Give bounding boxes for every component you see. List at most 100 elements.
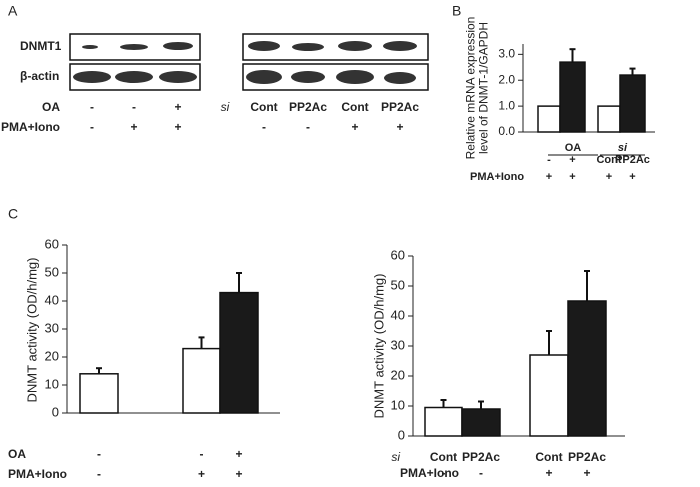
y-tick-label: 40 <box>391 307 405 322</box>
y-tick-label: 2.0 <box>498 72 515 86</box>
y-tick-label: 0 <box>398 427 405 442</box>
band <box>338 41 372 51</box>
error-bar <box>584 270 590 301</box>
condition-mark: Cont <box>430 450 457 464</box>
condition-mark: + <box>545 466 552 480</box>
condition-mark: + <box>546 171 552 183</box>
band <box>248 41 280 51</box>
condition-mark: PP2Ac <box>381 100 419 114</box>
y-tick-label: 10 <box>45 376 59 391</box>
band <box>159 71 197 83</box>
y-axis-label: Relative mRNA expression <box>464 17 478 160</box>
bar <box>619 74 646 133</box>
condition-mark: - <box>479 466 483 480</box>
bar <box>529 354 569 437</box>
condition-mark: PP2Ac <box>462 450 500 464</box>
condition-label: OA <box>42 100 60 114</box>
error-bar <box>546 330 552 355</box>
condition-mark: - <box>97 467 101 481</box>
y-tick-label: 60 <box>45 236 59 251</box>
condition-mark: + <box>583 466 590 480</box>
error-bar <box>440 399 447 408</box>
condition-label: PMA+Iono <box>470 171 524 183</box>
condition-mark: + <box>235 447 242 461</box>
error-bar <box>478 400 484 409</box>
panel-label: A <box>8 3 18 19</box>
band <box>163 42 193 50</box>
condition-mark: - <box>90 120 94 134</box>
condition-mark: PP2Ac <box>568 450 606 464</box>
bar <box>461 408 501 437</box>
band <box>246 70 282 84</box>
bar <box>597 105 621 133</box>
band <box>383 41 417 51</box>
y-axis-label: level of DNMT-1/GAPDH <box>477 22 491 154</box>
y-tick-label: 40 <box>45 292 59 307</box>
condition-mark: + <box>396 120 403 134</box>
condition-mark: Cont <box>535 450 562 464</box>
y-tick-label: 20 <box>391 367 405 382</box>
blot-panel: A DNMT1 β-actin <box>8 3 429 91</box>
blot-row-label: β-actin <box>20 69 59 83</box>
blot-row-label: DNMT1 <box>20 39 62 53</box>
group-label: OA <box>565 142 582 154</box>
error-bar <box>198 336 205 349</box>
bar <box>424 406 463 437</box>
condition-mark: - <box>132 100 136 114</box>
condition-mark: + <box>174 120 181 134</box>
y-tick-label: 30 <box>391 337 405 352</box>
condition-mark: - <box>262 120 266 134</box>
y-tick-label: 50 <box>391 277 405 292</box>
error-bar <box>96 367 102 374</box>
y-tick-label: 1.0 <box>498 98 515 112</box>
error-bar <box>569 48 576 63</box>
panel-label: B <box>452 3 461 19</box>
group-label: si <box>618 142 628 154</box>
condition-mark: + <box>130 120 137 134</box>
condition-mark: Cont <box>250 100 277 114</box>
condition-mark: - <box>442 466 446 480</box>
bar <box>79 373 119 414</box>
y-axis-label: DNMT activity (OD/h/mg) <box>24 258 39 403</box>
condition-mark: + <box>198 467 205 481</box>
condition-mark: + <box>569 171 575 183</box>
condition-label: PMA+Iono <box>8 467 67 481</box>
condition-label: PMA+Iono <box>1 120 60 134</box>
condition-mark: + <box>629 171 635 183</box>
condition-mark: Cont <box>341 100 368 114</box>
error-bar <box>629 67 636 76</box>
band <box>73 71 111 83</box>
y-tick-label: 50 <box>45 264 59 279</box>
bar <box>219 291 259 414</box>
condition-mark: - <box>97 447 101 461</box>
bar <box>559 61 586 133</box>
panel-label: C <box>8 206 18 222</box>
y-axis-label: DNMT activity (OD/h/mg) <box>371 274 386 419</box>
band <box>82 45 98 49</box>
y-tick-label: 30 <box>45 320 59 335</box>
band <box>291 71 325 83</box>
condition-label: si <box>391 450 400 464</box>
condition-mark: - <box>90 100 94 114</box>
band <box>292 43 324 51</box>
condition-mark: + <box>606 171 612 183</box>
condition-mark: - <box>547 154 551 166</box>
condition-label: si <box>221 100 230 114</box>
bar-chart: C DNMT activity (OD/h/mg) 0 10 20 30 40 50 60 OA -… <box>8 206 280 481</box>
y-tick-label: 60 <box>391 247 405 262</box>
y-tick-label: 0.0 <box>498 124 515 138</box>
error-bar <box>236 272 242 293</box>
condition-mark: PP2Ac <box>289 100 327 114</box>
condition-mark: + <box>174 100 181 114</box>
bar-chart: DNMT activity (OD/h/mg) 0 10 20 30 40 50 60 si Co… <box>371 247 625 480</box>
condition-mark: PP2Ac <box>615 154 650 166</box>
condition-mark: + <box>351 120 358 134</box>
band <box>115 71 153 83</box>
band <box>120 44 148 50</box>
condition-mark: - <box>306 120 310 134</box>
condition-mark: - <box>200 447 204 461</box>
bar <box>182 347 221 414</box>
y-tick-label: 0 <box>52 404 59 419</box>
condition-label: OA <box>8 447 26 461</box>
